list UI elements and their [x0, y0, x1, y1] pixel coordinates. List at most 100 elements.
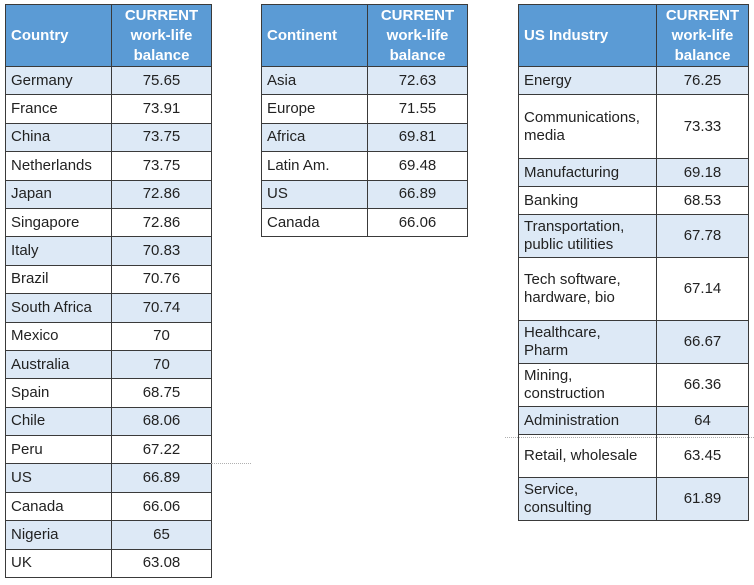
row-value: 67.14 — [656, 257, 749, 321]
row-value: 61.89 — [656, 477, 749, 521]
row-label: Communications, media — [518, 94, 657, 159]
table-row: Healthcare, Pharm 66.67 — [518, 320, 749, 364]
table-row: Tech software, hardware, bio 67.14 — [518, 257, 749, 321]
table-row: Transportation, public utilities 67.78 — [518, 214, 749, 258]
row-value: 69.18 — [656, 158, 749, 187]
row-label: Spain — [5, 378, 112, 408]
row-label: South Africa — [5, 293, 112, 323]
table-row: Communications, media 73.33 — [518, 94, 749, 159]
row-label: Australia — [5, 349, 112, 380]
table-row: Peru 67.22 — [5, 435, 212, 465]
table-row: Canada 66.06 — [5, 491, 212, 522]
row-label: Mining, construction — [518, 363, 657, 407]
row-label: US — [261, 179, 368, 209]
row-label: Canada — [261, 207, 368, 238]
row-label: Brazil — [5, 264, 112, 295]
row-value: 67.22 — [111, 435, 212, 465]
row-label: Peru — [5, 435, 112, 465]
table-row: Singapore 72.86 — [5, 207, 212, 238]
row-label: Manufacturing — [518, 158, 657, 187]
table-row: Latin Am. 69.48 — [261, 151, 468, 181]
row-value: 63.45 — [656, 434, 749, 478]
table-row: Mexico 70 — [5, 321, 212, 351]
table-row: Europe 71.55 — [261, 94, 468, 124]
row-value: 68.75 — [111, 378, 212, 408]
row-label: China — [5, 122, 112, 153]
row-label: Mexico — [5, 321, 112, 351]
row-value: 69.48 — [367, 151, 468, 181]
row-label: Retail, wholesale — [518, 434, 657, 478]
row-label: Italy — [5, 236, 112, 266]
row-value: 70 — [111, 321, 212, 351]
table-row: Chile 68.06 — [5, 406, 212, 437]
row-label: Service, consulting — [518, 477, 657, 521]
row-value: 66.89 — [111, 463, 212, 493]
us-industry-table: US Industry CURRENT work-life balance Ener… — [518, 4, 749, 521]
row-label: Singapore — [5, 207, 112, 238]
table-row: Administration 64 — [518, 406, 749, 435]
row-value: 64 — [656, 406, 749, 435]
row-label: Netherlands — [5, 151, 112, 181]
row-value: 65 — [111, 520, 212, 550]
table-header-row: Continent CURRENT work-life balance — [261, 4, 468, 67]
row-value: 68.53 — [656, 186, 749, 215]
table-row: Canada 66.06 — [261, 207, 468, 238]
row-value: 70.74 — [111, 293, 212, 323]
table-row: Africa 69.81 — [261, 122, 468, 153]
table-row: Energy 76.25 — [518, 66, 749, 95]
country-header: Country — [5, 4, 112, 67]
row-label: Africa — [261, 122, 368, 153]
continent-header: Continent — [261, 4, 368, 67]
us-industry-header: US Industry — [518, 4, 657, 67]
table-row: Spain 68.75 — [5, 378, 212, 408]
work-life-balance-header: CURRENT work-life balance — [111, 4, 212, 67]
table-row: Service, consulting 61.89 — [518, 477, 749, 521]
country-table: Country CURRENT work-life balance Germany 7… — [5, 4, 212, 579]
row-value: 73.91 — [111, 94, 212, 124]
table-row: US 66.89 — [261, 179, 468, 209]
table-row: US 66.89 — [5, 463, 212, 493]
table-row: UK 63.08 — [5, 548, 212, 579]
row-value: 70 — [111, 349, 212, 380]
table-row: Italy 70.83 — [5, 236, 212, 266]
row-label: Administration — [518, 406, 657, 435]
table-row: Netherlands 73.75 — [5, 151, 212, 181]
table-header-row: US Industry CURRENT work-life balance — [518, 4, 749, 67]
table-row: France 73.91 — [5, 94, 212, 124]
table-row: South Africa 70.74 — [5, 293, 212, 323]
row-value: 66.89 — [367, 179, 468, 209]
table-row: Retail, wholesale 63.45 — [518, 434, 749, 478]
work-life-balance-header: CURRENT work-life balance — [656, 4, 749, 67]
table-row: China 73.75 — [5, 122, 212, 153]
row-value: 70.76 — [111, 264, 212, 295]
row-label: Japan — [5, 179, 112, 209]
row-value: 63.08 — [111, 548, 212, 579]
row-value: 66.67 — [656, 320, 749, 364]
table-row: Banking 68.53 — [518, 186, 749, 215]
row-label: Nigeria — [5, 520, 112, 550]
table-header-row: Country CURRENT work-life balance — [5, 4, 212, 67]
row-label: Transportation, public utilities — [518, 214, 657, 258]
table-row: Japan 72.86 — [5, 179, 212, 209]
row-label: France — [5, 94, 112, 124]
row-label: Healthcare, Pharm — [518, 320, 657, 364]
table-row: Nigeria 65 — [5, 520, 212, 550]
row-value: 69.81 — [367, 122, 468, 153]
row-label: Canada — [5, 491, 112, 522]
row-label: Latin Am. — [261, 151, 368, 181]
row-label: Europe — [261, 94, 368, 124]
row-value: 66.06 — [111, 491, 212, 522]
row-label: Asia — [261, 65, 368, 96]
row-value: 72.63 — [367, 65, 468, 96]
row-label: Banking — [518, 186, 657, 215]
row-label: Chile — [5, 406, 112, 437]
row-value: 76.25 — [656, 66, 749, 95]
row-label: US — [5, 463, 112, 493]
row-value: 73.75 — [111, 122, 212, 153]
row-value: 73.75 — [111, 151, 212, 181]
table-row: Germany 75.65 — [5, 65, 212, 96]
dotted-divider — [211, 463, 251, 464]
row-label: Tech software, hardware, bio — [518, 257, 657, 321]
table-row: Asia 72.63 — [261, 65, 468, 96]
row-value: 73.33 — [656, 94, 749, 159]
